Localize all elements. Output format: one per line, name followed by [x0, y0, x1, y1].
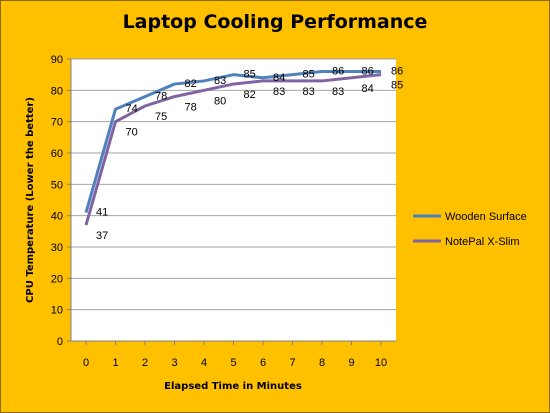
data-label: 80 [214, 95, 226, 107]
data-label: 85 [244, 69, 256, 81]
data-label: 37 [96, 230, 108, 242]
data-label: 78 [155, 91, 167, 103]
x-tick-label: 5 [230, 357, 236, 369]
y-tick-label: 10 [51, 305, 63, 317]
y-tick-label: 0 [57, 336, 63, 348]
data-label: 84 [273, 72, 285, 84]
y-tick-label: 80 [51, 85, 63, 97]
y-tick-label: 30 [51, 242, 63, 254]
data-label: 75 [155, 111, 167, 123]
plot-area [71, 59, 396, 341]
x-tick-label: 3 [171, 357, 177, 369]
y-tick-label: 70 [51, 117, 63, 129]
data-label: 82 [244, 89, 256, 101]
data-label: 83 [273, 86, 285, 98]
y-tick-label: 90 [51, 54, 63, 66]
x-tick-label: 8 [319, 357, 325, 369]
y-tick-label: 60 [51, 148, 63, 160]
data-label: 86 [391, 66, 403, 78]
data-label: 86 [362, 66, 374, 78]
data-label: 85 [391, 80, 403, 92]
legend-label: Wooden Surface [445, 211, 527, 223]
data-label: 82 [185, 78, 197, 90]
data-label: 83 [214, 75, 226, 87]
x-tick-label: 7 [289, 357, 295, 369]
x-tick-label: 10 [375, 357, 387, 369]
data-label: 70 [126, 127, 138, 139]
y-tick-label: 50 [51, 179, 63, 191]
x-tick-label: 4 [201, 357, 207, 369]
data-label: 83 [332, 86, 344, 98]
data-label: 83 [303, 86, 315, 98]
x-axis-title: Elapsed Time in Minutes [164, 381, 302, 392]
data-label: 85 [303, 69, 315, 81]
legend-label: NotePal X-Slim [445, 236, 520, 248]
x-tick-label: 0 [83, 357, 89, 369]
x-tick-label: 6 [260, 357, 266, 369]
data-label: 84 [362, 83, 374, 95]
x-tick-label: 2 [142, 357, 148, 369]
x-tick-label: 9 [348, 357, 354, 369]
x-tick-label: 1 [112, 357, 118, 369]
y-axis-title: CPU Temperature (Lower the better) [25, 97, 36, 303]
y-tick-label: 40 [51, 211, 63, 223]
data-label: 74 [126, 103, 138, 115]
y-tick-label: 20 [51, 273, 63, 285]
data-label: 86 [332, 66, 344, 78]
series-line-wooden-surface [84, 70, 381, 213]
data-label: 41 [96, 207, 108, 219]
series-line-notepal-x-slim [84, 73, 382, 226]
chart-title: Laptop Cooling Performance [122, 11, 428, 33]
data-label: 78 [185, 102, 197, 114]
